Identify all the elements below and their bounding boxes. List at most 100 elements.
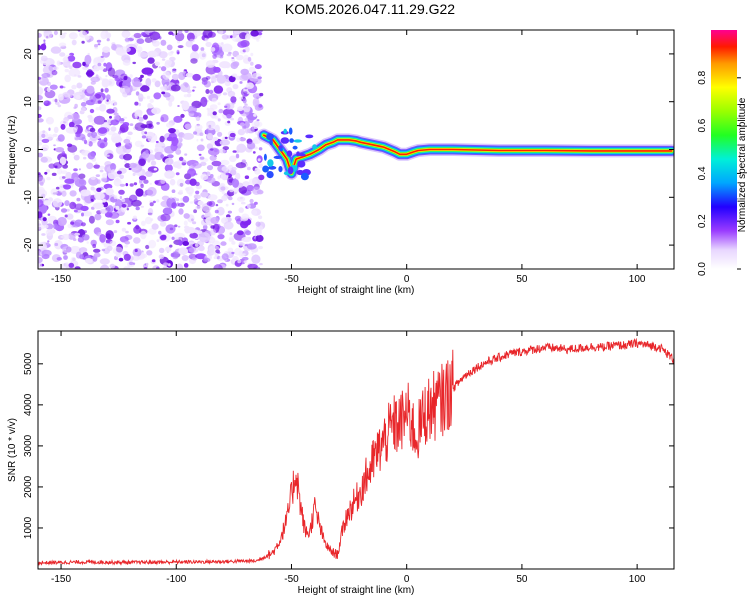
y-tick-label: 0 (23, 146, 34, 152)
noise-speckle (162, 71, 171, 80)
noise-speckle (209, 104, 218, 110)
noise-speckle (158, 230, 162, 235)
noise-speckle (165, 246, 172, 252)
noise-speckle (84, 54, 92, 65)
noise-speckle (73, 209, 78, 213)
noise-speckle (198, 232, 211, 243)
noise-speckle (66, 213, 74, 220)
noise-speckle (226, 113, 232, 119)
noise-speckle (102, 68, 108, 72)
noise-speckle (166, 136, 174, 142)
noise-speckle (192, 86, 197, 89)
noise-speckle (233, 191, 237, 195)
noise-speckle (68, 68, 81, 77)
noise-speckle (229, 188, 235, 193)
colorbar: 0.0 0.2 0.4 0.6 0.8 Normalized spectral ampl… (697, 30, 748, 276)
noise-speckle (81, 234, 90, 241)
noise-speckle (60, 170, 68, 175)
noise-speckle (41, 73, 51, 78)
track-blob (286, 150, 293, 157)
noise-speckle (58, 93, 64, 101)
noise-speckle (259, 92, 264, 97)
noise-speckle (175, 32, 185, 42)
noise-speckle (210, 47, 216, 52)
noise-speckle (171, 202, 177, 209)
noise-speckle (237, 41, 248, 48)
noise-speckle (105, 187, 114, 196)
noise-speckle (124, 245, 128, 248)
noise-speckle (194, 243, 199, 247)
noise-speckle (252, 151, 256, 154)
noise-speckle (112, 246, 124, 255)
noise-speckle (232, 84, 239, 90)
noise-speckle (129, 74, 133, 79)
track-blob (288, 127, 293, 135)
noise-speckle (38, 86, 44, 96)
noise-speckle (141, 67, 154, 75)
noise-speckle (227, 247, 234, 253)
noise-speckle (90, 186, 95, 191)
noise-speckle (209, 89, 214, 94)
noise-speckle (168, 101, 173, 107)
noise-speckle (86, 85, 95, 94)
noise-speckle (206, 165, 214, 171)
noise-speckle (127, 131, 133, 136)
spectrogram-x-label: Height of straight line (km) (298, 285, 415, 296)
noise-speckle (237, 128, 246, 136)
noise-speckle (256, 119, 260, 122)
noise-speckle (132, 172, 136, 177)
noise-speckle (194, 194, 199, 199)
noise-speckle (137, 93, 144, 101)
noise-speckle (123, 253, 131, 261)
noise-speckle (95, 162, 98, 165)
noise-speckle (182, 132, 194, 140)
track-blob (297, 153, 306, 157)
snr-series-line (38, 337, 674, 567)
noise-speckle (217, 102, 221, 106)
noise-speckle (178, 208, 184, 215)
noise-speckle (230, 96, 237, 103)
noise-speckle (149, 99, 154, 103)
noise-speckle (206, 201, 213, 206)
noise-speckle (146, 95, 151, 100)
noise-speckle (107, 67, 116, 77)
noise-speckle (45, 228, 54, 236)
noise-speckle (135, 188, 144, 197)
noise-speckle (87, 52, 90, 56)
noise-speckle (135, 206, 140, 211)
noise-speckle (160, 154, 165, 159)
noise-speckle (140, 183, 144, 189)
noise-speckle (189, 38, 195, 43)
noise-speckle (84, 128, 90, 133)
noise-speckle (99, 103, 106, 110)
noise-speckle (132, 215, 138, 220)
noise-speckle (232, 33, 237, 39)
noise-speckle (171, 69, 177, 73)
noise-speckle (64, 200, 70, 207)
noise-speckle (82, 61, 86, 66)
noise-speckle (163, 92, 171, 98)
noise-speckle (182, 70, 186, 74)
noise-speckle (193, 111, 199, 118)
noise-speckle (99, 208, 108, 214)
noise-speckle (59, 85, 64, 89)
noise-speckle (191, 162, 202, 169)
noise-speckle (77, 75, 82, 78)
noise-speckle (123, 153, 132, 161)
noise-speckle (45, 169, 51, 173)
noise-speckle (169, 244, 173, 248)
noise-speckle (54, 101, 60, 106)
noise-speckle (254, 168, 261, 175)
noise-speckle (250, 52, 254, 57)
track-blob (279, 147, 283, 152)
noise-speckle (208, 194, 218, 201)
noise-speckle (254, 126, 258, 129)
noise-speckle (167, 263, 171, 267)
noise-speckle (189, 178, 197, 186)
noise-speckle (247, 56, 252, 62)
noise-speckle (106, 38, 110, 42)
noise-speckle (122, 122, 130, 127)
noise-speckle (138, 117, 144, 122)
noise-speckle (213, 264, 223, 269)
noise-speckle (251, 252, 254, 255)
